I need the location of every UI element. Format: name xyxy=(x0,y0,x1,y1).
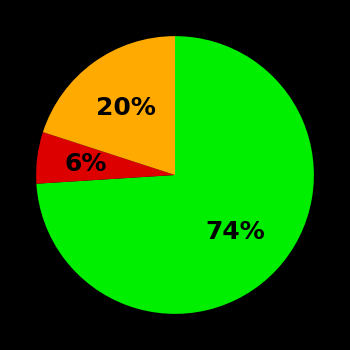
Text: 74%: 74% xyxy=(206,220,266,244)
Wedge shape xyxy=(36,132,175,184)
Wedge shape xyxy=(43,36,175,175)
Wedge shape xyxy=(36,36,314,314)
Text: 20%: 20% xyxy=(96,96,156,120)
Text: 6%: 6% xyxy=(64,152,107,176)
